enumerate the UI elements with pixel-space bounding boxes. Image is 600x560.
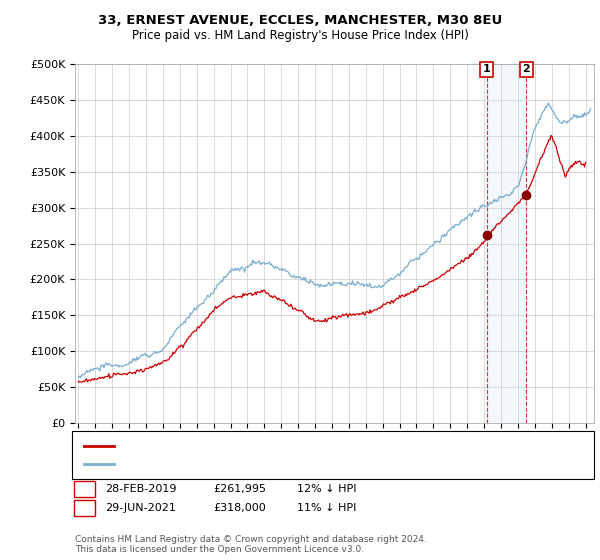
- Text: 28-FEB-2019: 28-FEB-2019: [105, 484, 176, 494]
- Text: 33, ERNEST AVENUE, ECCLES, MANCHESTER, M30 8EU: 33, ERNEST AVENUE, ECCLES, MANCHESTER, M…: [98, 14, 502, 27]
- Text: 12% ↓ HPI: 12% ↓ HPI: [297, 484, 356, 494]
- Text: £318,000: £318,000: [213, 503, 266, 513]
- Text: 1: 1: [483, 64, 491, 74]
- Text: 1: 1: [81, 484, 88, 494]
- Text: 2: 2: [523, 64, 530, 74]
- Text: 2: 2: [81, 503, 88, 513]
- Text: Price paid vs. HM Land Registry's House Price Index (HPI): Price paid vs. HM Land Registry's House …: [131, 29, 469, 42]
- Text: 33, ERNEST AVENUE, ECCLES, MANCHESTER,  M30 8EU (detached house): 33, ERNEST AVENUE, ECCLES, MANCHESTER, M…: [120, 441, 502, 451]
- Text: 29-JUN-2021: 29-JUN-2021: [105, 503, 176, 513]
- Text: Contains HM Land Registry data © Crown copyright and database right 2024.
This d: Contains HM Land Registry data © Crown c…: [75, 535, 427, 554]
- Text: HPI: Average price, detached house, Salford: HPI: Average price, detached house, Salf…: [120, 459, 350, 469]
- Bar: [487, 64, 526, 423]
- Text: 11% ↓ HPI: 11% ↓ HPI: [297, 503, 356, 513]
- Text: £261,995: £261,995: [213, 484, 266, 494]
